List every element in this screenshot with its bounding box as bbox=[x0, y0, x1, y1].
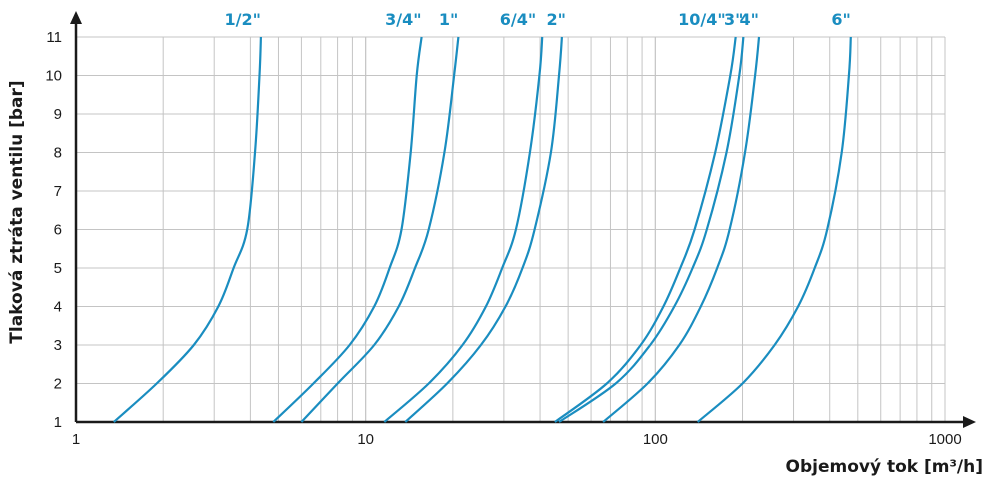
x-tick-label: 1 bbox=[72, 431, 80, 448]
y-tick-label: 7 bbox=[54, 183, 62, 200]
y-tick-label: 3 bbox=[54, 337, 62, 354]
series-label: 6/4" bbox=[500, 10, 536, 29]
series-line bbox=[696, 36, 852, 423]
series-group: 1/2" 3/4" 1" 6/4" 2" 10/4"3"4" 6" bbox=[113, 10, 852, 423]
x-tick-label: 1000 bbox=[928, 431, 961, 448]
series-line bbox=[300, 36, 460, 423]
y-tick-label: 6 bbox=[54, 222, 62, 239]
series-label: 1" bbox=[439, 10, 458, 29]
series-line bbox=[272, 36, 423, 423]
series-line bbox=[113, 36, 262, 423]
x-tick-label: 100 bbox=[643, 431, 668, 448]
series-label: 3/4" bbox=[385, 10, 421, 29]
series-label: 6" bbox=[831, 10, 850, 29]
series-label: 2" bbox=[546, 10, 565, 29]
series-line bbox=[554, 36, 737, 423]
y-tick-label: 9 bbox=[54, 106, 62, 123]
y-tick-label: 5 bbox=[54, 260, 62, 277]
y-tick-label: 10 bbox=[45, 68, 62, 85]
series-line bbox=[602, 36, 761, 423]
y-tick-label: 2 bbox=[54, 376, 62, 393]
axes bbox=[70, 11, 976, 428]
y-axis-title: Tlaková ztráta ventilu [bar] bbox=[7, 80, 27, 343]
series-line bbox=[383, 36, 544, 423]
y-axis-arrow bbox=[70, 11, 82, 24]
y-tick-label: 4 bbox=[54, 299, 62, 316]
series-label: 3" bbox=[724, 10, 743, 29]
y-tick-label: 8 bbox=[54, 145, 62, 162]
grid bbox=[75, 36, 946, 422]
x-axis-title: Objemový tok [m³/h] bbox=[786, 457, 984, 477]
series-line bbox=[404, 36, 563, 423]
series-label: 10/4" bbox=[678, 10, 726, 29]
y-tick-label: 1 bbox=[54, 414, 62, 431]
x-axis-arrow bbox=[963, 416, 976, 428]
x-tick-label: 10 bbox=[357, 431, 374, 448]
y-tick-label: 11 bbox=[46, 29, 62, 46]
series-label: 4" bbox=[740, 10, 759, 29]
series-line bbox=[558, 36, 745, 423]
series-label: 1/2" bbox=[224, 10, 260, 29]
